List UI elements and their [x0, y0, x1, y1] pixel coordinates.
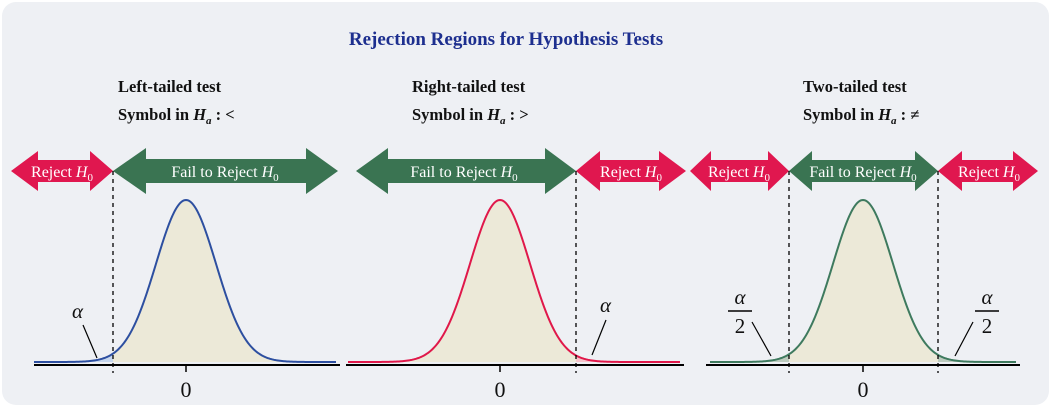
symbol-subscript: a [891, 115, 897, 127]
zero-label: 0 [858, 377, 869, 402]
hypothesis-variable: H [500, 164, 514, 181]
alpha-label: α [600, 293, 612, 317]
hypothesis-variable: H [644, 164, 658, 181]
alpha-denominator: 2 [735, 314, 746, 338]
acceptance-area [348, 200, 576, 362]
reject-label: Reject [600, 164, 645, 181]
normal-curve [348, 198, 680, 363]
reject-label: Reject [31, 164, 76, 181]
zero-label: 0 [495, 377, 506, 402]
symbol-suffix: : > [506, 105, 529, 124]
symbol-variable: H [192, 105, 207, 124]
hypothesis-subscript: 0 [87, 172, 93, 184]
symbol-variable: H [486, 105, 501, 124]
rejection-tail-area-left [710, 354, 789, 362]
alpha-half-label-left: α 2 [728, 285, 752, 338]
acceptance-area [113, 200, 336, 362]
fail-label: Fail to Reject [809, 164, 899, 181]
alpha-numerator: α [734, 285, 746, 309]
hypothesis-variable: H [75, 164, 89, 181]
symbol-prefix: Symbol in [412, 105, 487, 124]
fail-label: Fail to Reject [410, 164, 500, 181]
hypothesis-variable: H [1002, 164, 1016, 181]
hypothesis-subscript: 0 [273, 172, 279, 184]
alpha-label: α [72, 299, 84, 323]
alpha-leader-line-right [954, 321, 974, 357]
hypothesis-subscript: 0 [512, 172, 518, 184]
reject-label: Reject [708, 164, 753, 181]
fail-arrow-label: Fail to Reject H0 [809, 164, 917, 184]
symbol-variable: H [877, 105, 892, 124]
reject-arrow-label: Reject H0 [600, 164, 662, 184]
symbol-prefix: Symbol in [803, 105, 878, 124]
alpha-leader-line [591, 319, 607, 356]
hypothesis-subscript: 0 [656, 172, 662, 184]
alpha-denominator: 2 [982, 314, 993, 338]
panel-heading: Two-tailed test [803, 77, 907, 96]
rejection-tail-area [576, 355, 680, 362]
symbol-suffix: : ≠ [897, 105, 920, 124]
acceptance-area [789, 200, 938, 362]
hypothesis-subscript: 0 [764, 172, 770, 184]
diagram-title: Rejection Regions for Hypothesis Tests [349, 29, 663, 50]
panel-two-tailed: Two-tailed test Symbol in Ha : ≠ Reject … [690, 77, 1038, 402]
alpha-numerator: α [981, 285, 993, 309]
reject-label: Reject [958, 164, 1003, 181]
symbol-prefix: Symbol in [118, 105, 193, 124]
reject-arrow-label: Reject H0 [958, 164, 1020, 184]
alpha-leader-line-left [751, 321, 772, 357]
panel-heading: Right-tailed test [412, 77, 526, 96]
hypothesis-variable: H [261, 164, 275, 181]
hypothesis-subscript: 0 [1014, 172, 1020, 184]
fail-label: Fail to Reject [171, 164, 261, 181]
panel-left-tailed: Left-tailed test Symbol in Ha : < Reject… [11, 77, 340, 402]
panel-heading: Left-tailed test [118, 77, 222, 96]
reject-region-arrow-left [690, 151, 789, 191]
symbol-suffix: : < [212, 105, 235, 124]
fail-to-reject-arrow [789, 151, 938, 191]
alpha-leader-line [82, 324, 98, 359]
panel-symbol: Symbol in Ha : > [412, 105, 529, 127]
reject-arrow-label: Reject H0 [708, 164, 770, 184]
panel-symbol: Symbol in Ha : ≠ [803, 105, 919, 127]
fail-arrow-label: Fail to Reject H0 [410, 164, 518, 184]
reject-region-arrow [11, 151, 113, 191]
zero-label: 0 [181, 377, 192, 402]
hypothesis-variable: H [899, 164, 913, 181]
normal-curve [34, 198, 336, 363]
fail-arrow-label: Fail to Reject H0 [171, 164, 279, 184]
alpha-half-label-right: α 2 [975, 285, 999, 338]
symbol-subscript: a [500, 115, 506, 127]
fail-to-reject-arrow [113, 148, 338, 194]
reject-region-arrow-right [938, 151, 1038, 191]
symbol-subscript: a [206, 115, 212, 127]
hypothesis-subscript: 0 [911, 172, 917, 184]
fail-to-reject-arrow [356, 148, 576, 194]
rejection-tail-area [34, 353, 113, 362]
panel-right-tailed: Right-tailed test Symbol in Ha : > Fail … [346, 77, 686, 402]
reject-arrow-label: Reject H0 [31, 164, 93, 184]
normal-curve [710, 198, 1016, 363]
panel-symbol: Symbol in Ha : < [118, 105, 235, 127]
hypothesis-variable: H [752, 164, 766, 181]
rejection-tail-area-right [938, 354, 1016, 362]
reject-region-arrow [576, 151, 686, 191]
